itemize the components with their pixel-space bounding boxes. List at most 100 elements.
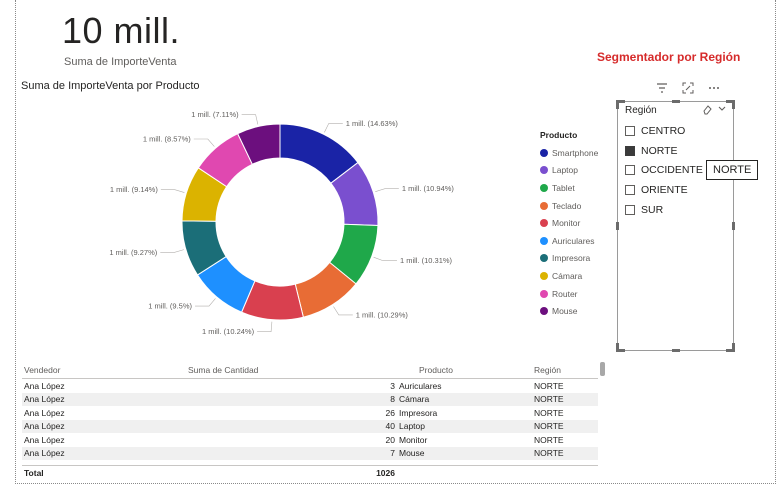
total-value: 1026 [376,468,395,478]
table-scrollbar[interactable] [600,362,605,376]
legend-dot-icon [540,254,548,263]
filter-icon[interactable] [656,82,668,97]
slicer-option-sur[interactable]: SUR [625,200,703,220]
cell-producto: Cámara [399,394,430,405]
legend-dot-icon [540,166,548,175]
region-slicer[interactable]: Región CENTRO NORTE OCCIDENTE ORIENTE SUR [616,100,735,352]
legend-item[interactable]: Auriculares [540,232,598,250]
cell-vendedor: Ana López [24,434,65,445]
legend-item[interactable]: Router [540,285,598,303]
legend-label: Teclado [552,200,582,211]
donut-data-label: 1 mill. (9.5%) [148,302,192,311]
slicer-header-label: Región [625,105,657,116]
donut-data-label: 1 mill. (10.29%) [356,310,409,319]
legend-dot-icon [540,201,548,210]
cell-region: NORTE [534,448,564,459]
checkbox[interactable] [625,145,635,156]
cell-cantidad: 20 [385,434,395,445]
checkbox[interactable] [625,185,635,196]
table-row[interactable]: Ana López 8 Cámara NORTE [22,392,598,406]
legend-item[interactable]: Impresora [540,250,598,268]
label-leader-line [160,249,184,253]
donut-data-label: 1 mill. (10.94%) [402,184,455,193]
legend-item[interactable]: Mouse [540,302,598,320]
slicer-option-norte[interactable]: NORTE [625,141,703,161]
chart-legend: Producto Smartphone Laptop Tablet Teclado Mo… [540,130,598,320]
legend-item[interactable]: Smartphone [540,144,598,162]
cell-vendedor: Ana López [24,448,65,459]
column-header-cantidad[interactable]: Suma de Cantidad [188,365,259,375]
kpi-card-value: 10 mill. [62,10,181,51]
label-leader-line [257,321,273,332]
cell-producto: Mouse [399,448,425,459]
cell-cantidad: 40 [385,421,395,432]
eraser-icon[interactable] [702,104,713,118]
column-header-vendedor[interactable]: Vendedor [24,365,61,375]
chevron-down-icon[interactable] [717,104,727,118]
legend-dot-icon [540,307,548,316]
column-header-region[interactable]: Región [534,365,561,375]
report-canvas-border [15,0,776,484]
cell-producto: Impresora [399,407,438,418]
more-options-icon[interactable] [708,82,720,97]
table-row[interactable]: Ana López 7 Mouse NORTE [22,446,598,460]
checkbox[interactable] [625,205,635,216]
legend-dot-icon [540,271,548,280]
table-row[interactable]: Ana López 3 Auriculares NORTE [22,379,598,393]
slicer-option-label: OCCIDENTE [641,164,703,177]
slicer-tooltip: NORTE [706,160,759,180]
checkbox[interactable] [625,125,635,136]
kpi-card-label: Suma de ImporteVenta [64,56,177,68]
legend-label: Tablet [552,182,575,193]
cell-region: NORTE [534,407,564,418]
slicer-option-label: SUR [641,204,664,217]
resize-handle[interactable] [672,100,680,103]
table-row[interactable]: Ana López 20 Monitor NORTE [22,433,598,447]
cell-vendedor: Ana López [24,394,65,405]
table-total-row: Total 1026 [22,465,598,480]
table-row[interactable]: Ana López 40 Laptop NORTE [22,419,598,433]
focus-mode-icon[interactable] [682,82,694,97]
donut-slice[interactable] [236,123,281,165]
resize-handle[interactable] [726,100,735,109]
legend-item[interactable]: Monitor [540,214,598,232]
legend-label: Auriculares [552,235,595,246]
resize-handle[interactable] [616,222,619,230]
total-label: Total [24,468,44,478]
donut-chart-title: Suma de ImporteVenta por Producto [21,80,200,92]
legend-item[interactable]: Teclado [540,197,598,215]
legend-item[interactable]: Cámara [540,267,598,285]
legend-dot-icon [540,183,548,192]
cell-producto: Monitor [399,434,428,445]
legend-dot-icon [540,236,548,245]
label-leader-line [333,306,353,316]
legend-label: Router [552,288,578,299]
legend-item[interactable]: Tablet [540,179,598,197]
legend-label: Laptop [552,165,578,176]
cell-vendedor: Ana López [24,380,65,391]
legend-label: Cámara [552,270,583,281]
donut-data-label: 1 mill. (10.31%) [400,256,453,265]
resize-handle[interactable] [726,343,735,352]
slicer-option-label: CENTRO [641,124,686,137]
resize-handle[interactable] [672,349,680,352]
slicer-option-oriente[interactable]: ORIENTE [625,180,703,200]
legend-item[interactable]: Laptop [540,162,598,180]
cell-cantidad: 8 [390,394,395,405]
label-leader-line [241,114,259,125]
table-header: Vendedor Suma de Cantidad Producto Regió… [22,362,598,379]
checkbox[interactable] [625,165,635,176]
cell-region: NORTE [534,421,564,432]
resize-handle[interactable] [732,222,735,230]
column-header-producto[interactable]: Producto [419,365,454,375]
cell-producto: Auriculares [399,380,442,391]
table-row[interactable]: Ana López 26 Impresora NORTE [22,406,598,420]
slicer-option-label: ORIENTE [641,184,688,197]
resize-handle[interactable] [616,343,625,352]
cell-cantidad: 7 [390,448,395,459]
slicer-option-occidente[interactable]: OCCIDENTE [625,161,703,181]
resize-handle[interactable] [616,100,625,109]
legend-label: Impresora [552,253,591,264]
slicer-option-centro[interactable]: CENTRO [625,121,703,141]
